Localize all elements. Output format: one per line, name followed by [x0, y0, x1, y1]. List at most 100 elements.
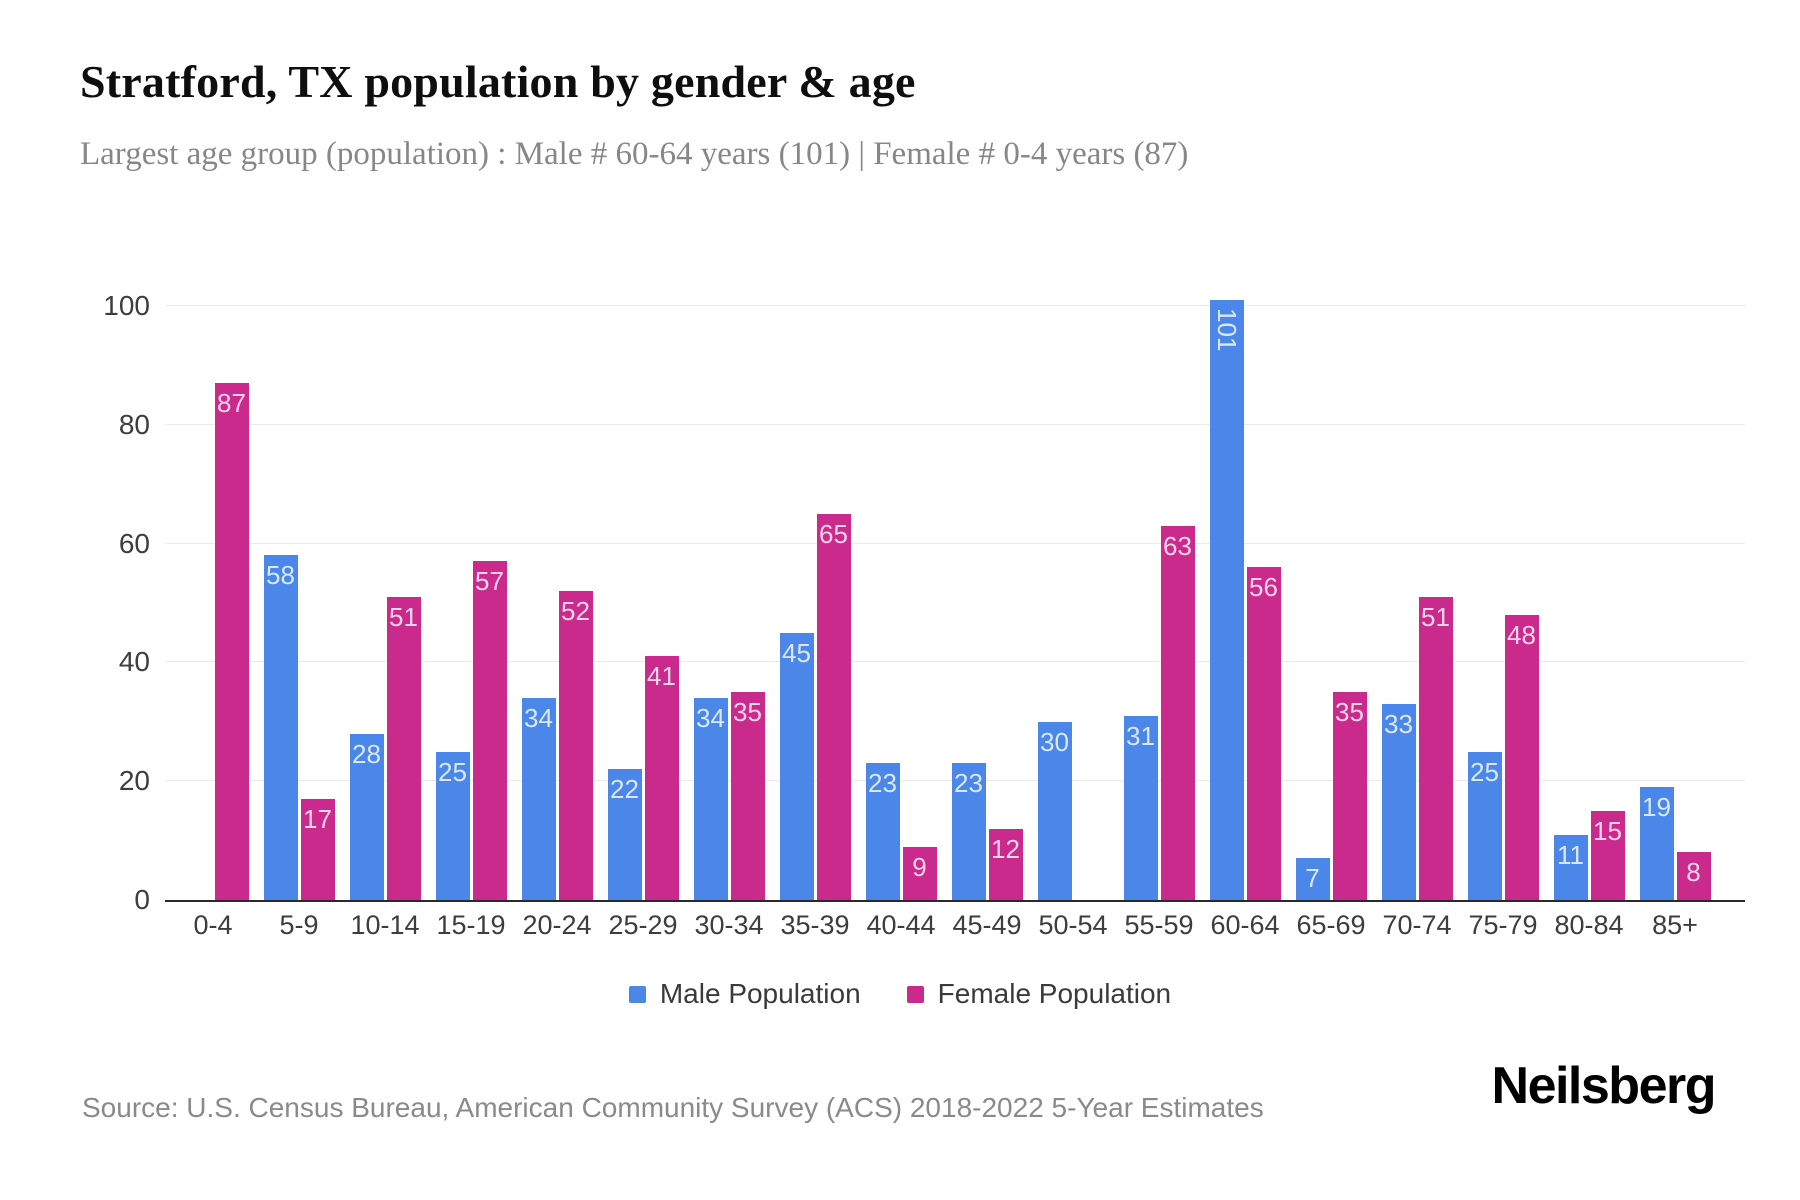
male-bar-15-19[interactable]: 25: [435, 751, 470, 900]
bar-value-label: 41: [647, 661, 676, 692]
legend-item-male[interactable]: Male Population: [628, 978, 861, 1010]
bar-value-label: 56: [1249, 572, 1278, 603]
female-bar-85+[interactable]: 8: [1676, 852, 1711, 900]
male-bar-80-84[interactable]: 11: [1553, 834, 1588, 900]
x-axis-line: [165, 900, 1745, 902]
x-tick-label-40-44: 40-44: [866, 910, 936, 940]
female-bar-35-39[interactable]: 65: [816, 513, 851, 900]
male-bar-5-9[interactable]: 58: [263, 555, 298, 900]
bar-group-35-39: 45 65: [772, 306, 858, 900]
gridline-100: [165, 305, 1745, 306]
bar-group-85+: 19 8: [1632, 306, 1718, 900]
x-tick-label-70-74: 70-74: [1382, 910, 1452, 940]
x-tick-label-45-49: 45-49: [952, 910, 1022, 940]
legend-item-female[interactable]: Female Population: [906, 978, 1172, 1010]
bar-value-label: 28: [352, 738, 381, 769]
bar-value-label: 51: [389, 602, 418, 633]
male-bar-50-54[interactable]: 30: [1037, 721, 1072, 900]
legend-label-male: Male Population: [659, 978, 861, 1009]
female-bar-20-24[interactable]: 52: [558, 591, 593, 900]
bar-group-25-29: 22 41: [600, 306, 686, 900]
bar-group-20-24: 34 52: [514, 306, 600, 900]
bar-value-label: 48: [1507, 619, 1536, 650]
x-tick-label-5-9: 5-9: [279, 910, 319, 940]
bar-value-label: 15: [1593, 815, 1622, 846]
bar-value-label: 22: [610, 774, 639, 805]
y-tick-label-80: 80: [118, 408, 150, 440]
x-tick-label-85+: 85+: [1652, 910, 1698, 940]
bar-value-label: 25: [1470, 756, 1499, 787]
female-bar-30-34[interactable]: 35: [730, 692, 765, 900]
bar-value-label: 23: [954, 768, 983, 799]
bar-value-label: 34: [524, 703, 553, 734]
female-bar-80-84[interactable]: 15: [1590, 810, 1625, 900]
female-bar-75-79[interactable]: 48: [1504, 614, 1539, 900]
male-bar-30-34[interactable]: 34: [693, 698, 728, 900]
bar-value-label: 35: [733, 697, 762, 728]
page-title: Stratford, TX population by gender & age: [80, 56, 916, 107]
male-bar-45-49[interactable]: 23: [951, 763, 986, 900]
bar-value-label: 12: [991, 833, 1020, 864]
bar-value-label: 34: [696, 703, 725, 734]
legend-label-female: Female Population: [937, 978, 1172, 1009]
female-legend-swatch-icon: [906, 985, 924, 1003]
female-bar-0-4[interactable]: 87: [214, 383, 249, 900]
male-bar-40-44[interactable]: 23: [865, 763, 900, 900]
bar-value-label: 19: [1642, 792, 1671, 823]
bar-value-label: 52: [561, 596, 590, 627]
female-bar-40-44[interactable]: 9: [902, 846, 937, 900]
bar-value-label: 30: [1040, 726, 1069, 757]
male-bar-65-69[interactable]: 7: [1295, 858, 1330, 900]
bar-group-75-79: 25 48: [1460, 306, 1546, 900]
male-bar-60-64[interactable]: 101: [1209, 300, 1244, 900]
x-tick-label-35-39: 35-39: [780, 910, 850, 940]
female-bar-70-74[interactable]: 51: [1418, 597, 1453, 900]
gridline-80: [165, 423, 1745, 425]
bar-group-65-69: 7 35: [1288, 306, 1374, 900]
female-bar-45-49[interactable]: 12: [988, 828, 1023, 900]
male-bar-85+[interactable]: 19: [1639, 787, 1674, 900]
female-bar-60-64[interactable]: 56: [1246, 567, 1281, 900]
bar-value-label: 51: [1421, 602, 1450, 633]
male-bar-20-24[interactable]: 34: [521, 698, 556, 900]
x-tick-label-15-19: 15-19: [436, 910, 506, 940]
bar-value-label: 87: [217, 388, 246, 419]
female-bar-5-9[interactable]: 17: [300, 799, 335, 900]
bar-value-label: 23: [868, 768, 897, 799]
female-bar-55-59[interactable]: 63: [1160, 525, 1195, 900]
y-tick-label-60: 60: [118, 527, 150, 559]
bar-group-5-9: 58 17: [256, 306, 342, 900]
bar-group-15-19: 25 57: [428, 306, 514, 900]
bars-container: 87 58 17 28 51 25 57 34 52 22 41 34 35 45 65 23 9 23 12 30 3…: [170, 300, 1718, 900]
male-bar-10-14[interactable]: 28: [349, 733, 384, 900]
male-bar-55-59[interactable]: 31: [1123, 715, 1158, 900]
female-bar-25-29[interactable]: 41: [644, 656, 679, 900]
bar-value-label: 57: [475, 566, 504, 597]
y-tick-label-100: 100: [103, 290, 150, 321]
bar-group-10-14: 28 51: [342, 306, 428, 900]
bar-value-label: 25: [438, 756, 467, 787]
female-bar-10-14[interactable]: 51: [386, 597, 421, 900]
female-bar-15-19[interactable]: 57: [472, 561, 507, 900]
x-tick-label-0-4: 0-4: [193, 910, 233, 940]
bar-value-label: 45: [782, 637, 811, 668]
female-bar-65-69[interactable]: 35: [1332, 692, 1367, 900]
bar-group-45-49: 23 12: [944, 306, 1030, 900]
x-tick-label-30-34: 30-34: [694, 910, 764, 940]
male-bar-70-74[interactable]: 33: [1381, 703, 1416, 900]
neilsberg-logo[interactable]: Neilsberg: [1491, 1057, 1717, 1115]
x-tick-label-75-79: 75-79: [1468, 910, 1538, 940]
x-tick-label-10-14: 10-14: [350, 910, 420, 940]
bar-group-80-84: 11 15: [1546, 306, 1632, 900]
bar-group-40-44: 23 9: [858, 306, 944, 900]
x-tick-label-55-59: 55-59: [1124, 910, 1194, 940]
male-legend-swatch-icon: [628, 985, 646, 1003]
bar-value-label: 65: [819, 518, 848, 549]
male-bar-25-29[interactable]: 22: [607, 769, 642, 900]
male-bar-75-79[interactable]: 25: [1467, 751, 1502, 900]
plot-area: 0 20 40 60 80 100 87 58 17 28 51 25 57 34 52 22 41 34 35 4…: [103, 291, 1745, 940]
legend: Male Population Female Population: [0, 978, 1800, 1010]
y-tick-label-40: 40: [118, 646, 150, 678]
male-bar-35-39[interactable]: 45: [779, 632, 814, 900]
bar-value-label: 8: [1686, 857, 1701, 888]
